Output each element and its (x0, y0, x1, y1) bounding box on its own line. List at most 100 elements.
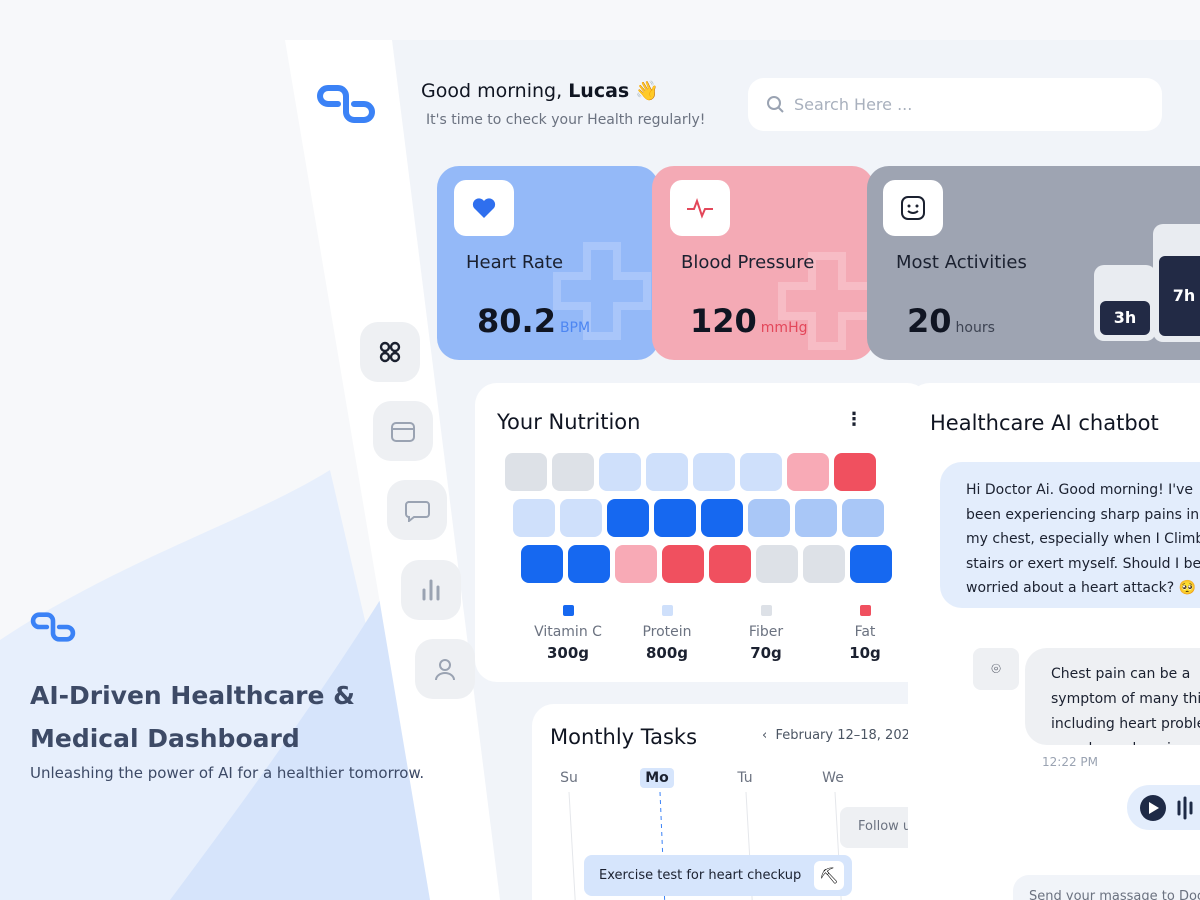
legend-amount: 300g (546, 644, 590, 662)
card-title: Monthly Tasks (550, 725, 698, 749)
legend-swatch (562, 605, 574, 616)
icon (901, 196, 925, 220)
activity-icon-box (883, 180, 943, 236)
chatbot-card: Healthcare AI chatbot Hi Doctor Ai. Good… (908, 383, 1200, 900)
legend-amount: 10g (849, 644, 881, 662)
user-message: Hi Doctor Ai. Good morning! I've been ex… (940, 462, 1200, 608)
nutrition-cell (552, 453, 594, 491)
legend-amount: 70g (750, 644, 782, 662)
wave-emoji: 👋 (635, 80, 659, 102)
nutrition-cell (834, 453, 876, 491)
more-button[interactable]: ⋮ (845, 409, 863, 430)
nav-messages[interactable] (387, 480, 447, 540)
card-pattern (778, 252, 874, 350)
search-placeholder: Search Here ... (794, 95, 913, 114)
nutrition-cell (701, 499, 743, 537)
legend-label: Fiber (748, 624, 784, 640)
nutrition-cell (521, 545, 563, 583)
calendar-day[interactable]: Su (560, 770, 578, 786)
activity-bar-label: 7h (1159, 256, 1200, 336)
nutrition-cell (654, 499, 696, 537)
stat-unit: hours (955, 320, 995, 336)
calendar-day[interactable]: Mo (640, 768, 674, 788)
stat-value: 120 mmHg (690, 302, 808, 340)
date-range[interactable]: ‹ February 12–18, 2024 › (762, 728, 932, 743)
card-pattern (553, 242, 651, 340)
stat-number: 120 (690, 302, 757, 340)
legend-swatch (859, 605, 871, 616)
card-title: Your Nutrition (497, 410, 641, 434)
tasks-card: Monthly Tasks ‹ February 12–18, 2024 › S… (532, 704, 942, 900)
nutrition-cell (756, 545, 798, 583)
search-icon (767, 96, 784, 113)
voice-controls (1140, 795, 1193, 821)
stat-number: 80.2 (477, 302, 556, 340)
app-logo[interactable] (316, 74, 376, 134)
icon (435, 659, 455, 681)
search-box[interactable]: Search Here ... (748, 78, 1162, 131)
legend-swatch (661, 605, 673, 616)
legend-amount: 800g (645, 644, 689, 662)
nutrition-cell (505, 453, 547, 491)
nutrition-cell (740, 453, 782, 491)
nutrition-cell (560, 499, 602, 537)
brand-tagline: Unleashing the power of AI for a healthi… (30, 764, 425, 782)
stat-value: 80.2 BPM (477, 302, 590, 340)
stat-unit: mmHg (760, 320, 808, 336)
calendar-day[interactable]: Tu (737, 770, 753, 786)
calendar-event[interactable]: Exercise test for heart checkup ⛏ (584, 855, 852, 896)
nav-calendar[interactable] (373, 401, 433, 461)
stat-label: Blood Pressure (681, 252, 815, 273)
bot-message: Chest pain can be a symptom of many thin… (1025, 648, 1200, 745)
nutrition-cell (615, 545, 657, 583)
nav-dashboard[interactable] (360, 322, 420, 382)
nutrition-cell (709, 545, 751, 583)
message-time: 12:22 PM (1042, 755, 1098, 769)
heart-rate-card[interactable]: Heart Rate 80.2 BPM (437, 166, 659, 360)
brand-title-line: AI-Driven Healthcare & (30, 681, 355, 710)
legend-label: Vitamin C (534, 624, 602, 640)
legend-item: Protein 800g (617, 605, 717, 662)
date-range-text: February 12–18, 2024 (775, 728, 919, 743)
bot-avatar: ⌾ (973, 648, 1019, 690)
activities-card[interactable]: Most Activities 20 hours 3h 7h (867, 166, 1200, 360)
legend-label: Fat (854, 624, 876, 640)
stat-number: 20 (907, 302, 952, 340)
legend-item: Fiber 70g (716, 605, 816, 662)
legend-label: Protein (642, 624, 692, 640)
brand-logo (30, 612, 76, 642)
activity-bar: 3h (1094, 265, 1156, 341)
message-input[interactable]: Send your massage to Doctor Ai... (1013, 875, 1200, 900)
stat-value: 20 hours (907, 302, 995, 340)
legend-item: Vitamin C 300g (518, 605, 618, 662)
nutrition-cell (568, 545, 610, 583)
nutrition-cell (850, 545, 892, 583)
stat-label: Most Activities (896, 252, 1027, 273)
voice-message[interactable] (1127, 785, 1200, 830)
legend-swatch (760, 605, 772, 616)
activity-bar: 7h (1153, 224, 1200, 342)
brand-title: AI-Driven Healthcare & Medical Dashboard (30, 674, 355, 760)
brand-title-line: Medical Dashboard (30, 724, 300, 753)
icon (405, 501, 430, 522)
nutrition-cell (693, 453, 735, 491)
pulse-icon-box (670, 180, 730, 236)
event-title: Exercise test for heart checkup (599, 868, 802, 883)
nutrition-cell (513, 499, 555, 537)
nutrition-cell (787, 453, 829, 491)
stat-unit: BPM (559, 320, 591, 336)
nav-analytics[interactable] (401, 560, 461, 620)
blood-pressure-card[interactable]: Blood Pressure 120 mmHg (652, 166, 874, 360)
greeting-text: Good morning, (421, 80, 563, 102)
stat-label: Heart Rate (466, 252, 564, 273)
icon (391, 422, 415, 442)
icon (687, 198, 713, 219)
nav-profile[interactable] (415, 639, 475, 699)
greeting-subtitle: It's time to check your Health regularly… (426, 112, 706, 128)
calendar-day[interactable]: We (822, 770, 844, 786)
user-name: Lucas (568, 80, 630, 102)
event-icon: ⛏ (814, 861, 844, 890)
card-title: Healthcare AI chatbot (930, 411, 1159, 435)
nutrition-cell (803, 545, 845, 583)
